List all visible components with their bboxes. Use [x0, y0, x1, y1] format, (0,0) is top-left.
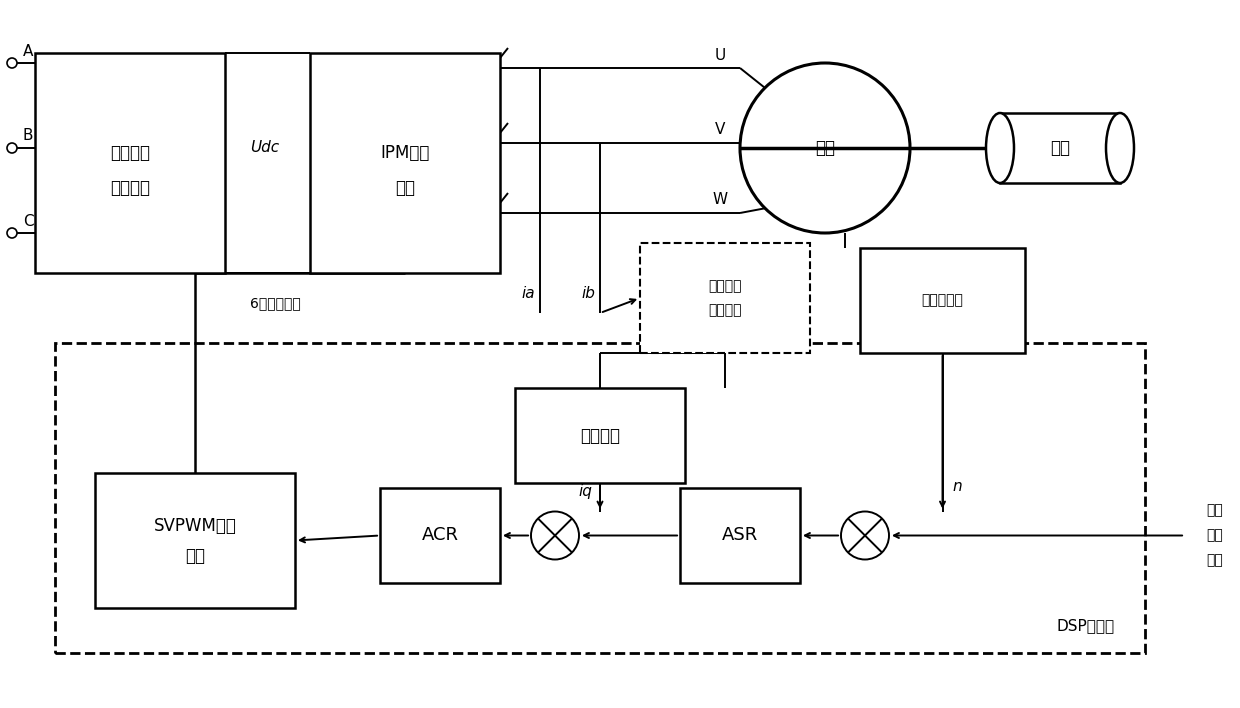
Text: 信号: 信号 [185, 547, 205, 564]
Text: iq: iq [578, 484, 591, 499]
Text: 电机: 电机 [815, 139, 835, 157]
Text: A: A [22, 43, 33, 59]
Ellipse shape [986, 113, 1014, 183]
Circle shape [531, 511, 579, 559]
Text: 采集接口: 采集接口 [708, 303, 742, 317]
Bar [999, 113, 1120, 183]
Text: 三相全桥: 三相全桥 [110, 144, 150, 162]
Bar [55, 343, 1145, 653]
Text: 转速: 转速 [1207, 528, 1224, 542]
Ellipse shape [1106, 113, 1135, 183]
Circle shape [841, 511, 889, 559]
Bar [861, 248, 1025, 353]
Text: 坐标变换: 坐标变换 [580, 426, 620, 445]
Text: 信号: 信号 [1207, 554, 1224, 568]
Circle shape [7, 143, 17, 153]
Text: 整流电路: 整流电路 [110, 179, 150, 197]
Text: W: W [713, 193, 728, 207]
Text: C: C [22, 214, 33, 229]
Circle shape [740, 63, 910, 233]
Text: V: V [714, 122, 725, 137]
Text: IPM逆变: IPM逆变 [381, 144, 430, 162]
Text: ib: ib [582, 285, 595, 300]
Text: Udc: Udc [250, 140, 279, 156]
Text: 给定: 给定 [1207, 503, 1224, 518]
Text: ASR: ASR [722, 527, 758, 544]
Text: 电流信号: 电流信号 [708, 279, 742, 293]
Text: 转速编码器: 转速编码器 [921, 294, 963, 307]
Text: SVPWM脉冲: SVPWM脉冲 [154, 517, 237, 535]
Circle shape [7, 58, 17, 68]
Bar [95, 473, 295, 608]
Bar [310, 53, 500, 273]
Text: ACR: ACR [422, 527, 459, 544]
Text: U: U [714, 47, 725, 62]
Bar [515, 388, 684, 483]
Bar [640, 243, 810, 353]
Text: n: n [952, 479, 962, 494]
Bar [35, 53, 224, 273]
Bar [680, 488, 800, 583]
Text: ia: ia [521, 285, 534, 300]
Text: DSP控制器: DSP控制器 [1056, 618, 1115, 633]
Text: 6路脉冲信号: 6路脉冲信号 [249, 296, 300, 310]
Text: 负载: 负载 [1050, 139, 1070, 157]
Text: 电路: 电路 [396, 179, 415, 197]
Circle shape [7, 228, 17, 238]
Text: B: B [22, 128, 33, 144]
Bar [379, 488, 500, 583]
